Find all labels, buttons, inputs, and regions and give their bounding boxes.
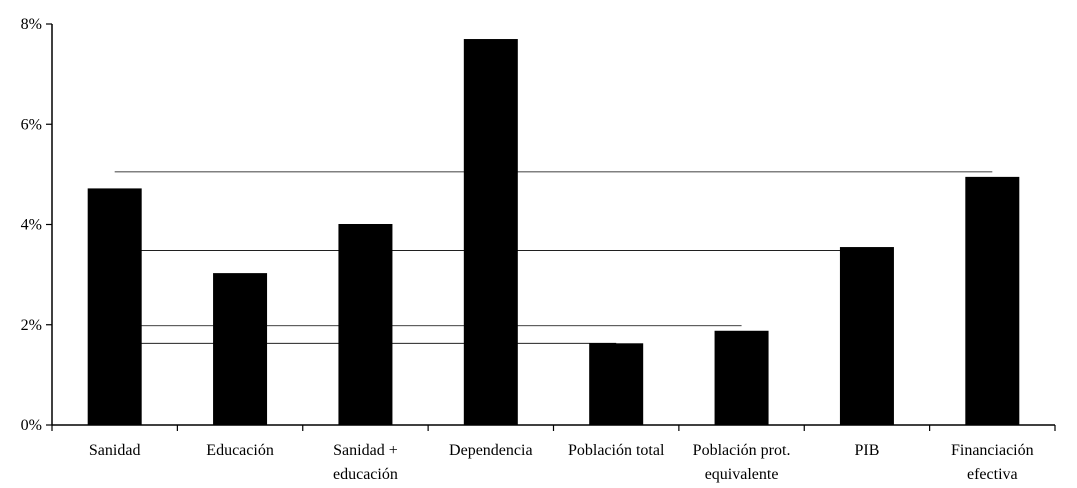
x-category-label-line: Sanidad + (333, 442, 398, 459)
bar-2 (213, 273, 268, 425)
axes (51, 24, 1056, 431)
x-category-label-5: Población total (568, 442, 665, 459)
bar-6 (714, 330, 769, 425)
bar-3 (338, 223, 393, 425)
x-category-label-3: Sanidad + educación (333, 442, 398, 483)
y-tick-label-2: 4% (21, 217, 42, 234)
x-category-label-8: Financiación efectiva (951, 442, 1034, 483)
bar-7 (839, 247, 894, 425)
x-category-label-line: Sanidad (89, 442, 141, 459)
x-category-label-6: Población prot. equivalente (693, 442, 791, 483)
bar-1 (87, 188, 142, 425)
y-tick-label-3: 6% (21, 116, 42, 133)
x-category-label-2: Educación (206, 442, 274, 459)
y-tick-label-1: 2% (21, 317, 42, 334)
bars (87, 39, 1020, 425)
x-category-label-line: equivalente (705, 466, 779, 483)
x-category-label-line: educación (333, 466, 398, 483)
bar-8 (965, 176, 1020, 425)
bar-5 (589, 343, 644, 425)
x-category-label-line: Dependencia (449, 442, 533, 459)
y-axis-ticks: 0% 2% 4% 6% 8% (21, 16, 52, 434)
x-axis-labels: Sanidad Educación Sanidad + educación Depend… (89, 442, 1034, 483)
x-category-label-1: Sanidad (89, 442, 141, 459)
bar-4 (463, 39, 518, 425)
x-category-label-line: Población total (568, 442, 665, 459)
y-tick-label-4: 8% (21, 16, 42, 33)
y-tick-label-0: 0% (21, 417, 42, 434)
x-category-label-line: Financiación (951, 442, 1034, 459)
x-category-label-7: PIB (854, 442, 879, 459)
x-category-label-line: Educación (206, 442, 274, 459)
x-category-label-4: Dependencia (449, 442, 533, 459)
x-category-label-line: PIB (854, 442, 879, 459)
x-category-label-line: efectiva (967, 466, 1018, 483)
x-category-label-line: Población prot. (693, 442, 791, 459)
